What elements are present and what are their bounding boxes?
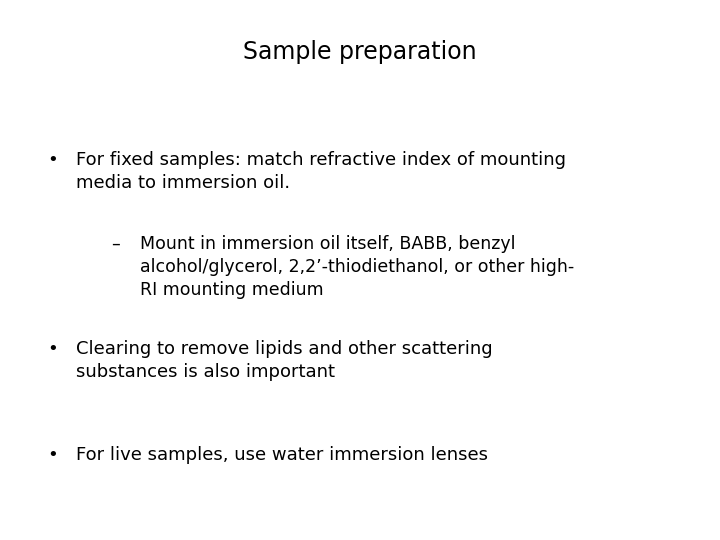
Text: Clearing to remove lipids and other scattering
substances is also important: Clearing to remove lipids and other scat… xyxy=(76,340,492,381)
Text: •: • xyxy=(47,446,58,463)
Text: For fixed samples: match refractive index of mounting
media to immersion oil.: For fixed samples: match refractive inde… xyxy=(76,151,566,192)
Text: •: • xyxy=(47,151,58,169)
Text: Mount in immersion oil itself, BABB, benzyl
alcohol/glycerol, 2,2’-thiodiethanol: Mount in immersion oil itself, BABB, ben… xyxy=(140,235,575,299)
Text: For live samples, use water immersion lenses: For live samples, use water immersion le… xyxy=(76,446,487,463)
Text: –: – xyxy=(112,235,120,253)
Text: Sample preparation: Sample preparation xyxy=(243,40,477,64)
Text: •: • xyxy=(47,340,58,358)
